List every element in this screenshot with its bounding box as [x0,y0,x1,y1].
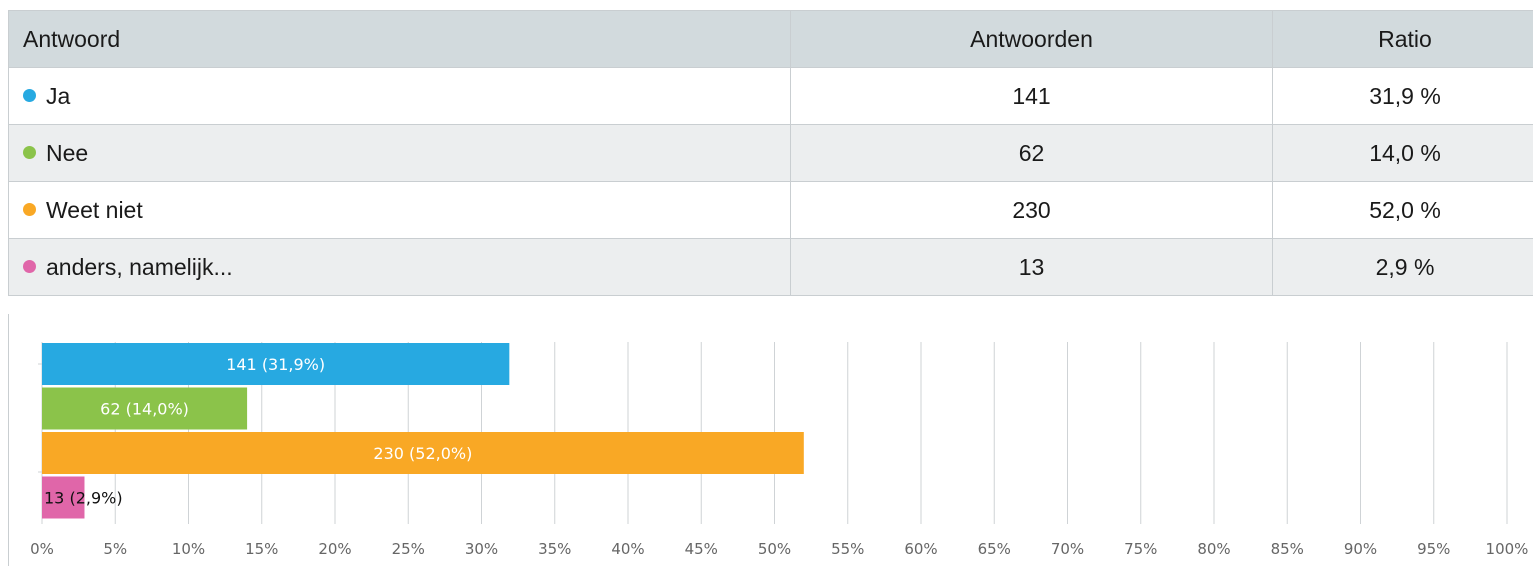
x-tick-label: 30% [465,540,498,558]
x-tick-label: 40% [611,540,644,558]
bar-1 [42,343,510,385]
header-answer: Antwoord [8,10,791,68]
x-tick-label: 25% [392,540,425,558]
x-tick-label: 90% [1344,540,1377,558]
bar-data-label: 141 (31,9%) [226,355,325,374]
x-tick-label: 10% [172,540,205,558]
answer-cell: Nee [8,124,791,182]
count-cell: 230 [790,181,1273,239]
answer-label: Nee [46,139,89,166]
answer-cell: Ja [8,67,791,125]
x-tick-label: 50% [758,540,791,558]
answer-label: Ja [46,82,71,109]
answer-label: Weet niet [46,196,143,223]
ratio-cell: 52,0 % [1272,181,1533,239]
results-table: Antwoord Antwoorden Ratio Ja 141 31,9 % … [8,10,1533,296]
bar-data-label: 62 (14,0%) [100,400,189,419]
bar-chart-area: 0% 5% 10% 15% 20% 25% 30% 35% 40% 45% 50% 55% 60% 65%… [8,314,1533,566]
x-tick-label: 5% [103,540,127,558]
count-cell: 62 [790,124,1273,182]
x-tick-label: 35% [538,540,571,558]
bar-data-label: 13 (2,9%) [44,489,123,508]
x-tick-label: 45% [685,540,718,558]
x-tick-label: 100% [1486,540,1529,558]
x-tick-label: 75% [1124,540,1157,558]
bar-4 [42,476,85,519]
count-cell: 141 [790,67,1273,125]
x-tick-label: 85% [1271,540,1304,558]
ratio-cell: 14,0 % [1272,124,1533,182]
answer-cell: anders, namelijk... [8,238,791,296]
x-tick-label: 60% [904,540,937,558]
x-tick-label: 20% [318,540,351,558]
x-tick-label: 15% [245,540,278,558]
bar-chart: 0% 5% 10% 15% 20% 25% 30% 35% 40% 45% 50% 55% 60% 65%… [30,342,1529,558]
ratio-cell: 31,9 % [1272,67,1533,125]
header-ratio: Ratio [1272,10,1533,68]
x-tick-label: 0% [30,540,54,558]
x-tick-label: 55% [831,540,864,558]
legend-dot-icon [23,259,36,273]
x-tick-label: 65% [978,540,1011,558]
table-row: Ja 141 31,9 % [8,67,1533,125]
legend-dot-icon [23,145,36,159]
answer-cell: Weet niet [8,181,791,239]
table-row: anders, namelijk... 13 2,9 % [8,238,1533,296]
legend-dot-icon [23,88,36,102]
answer-label: anders, namelijk... [46,253,233,280]
bar-data-label: 230 (52,0%) [373,444,472,463]
x-tick-label: 80% [1197,540,1230,558]
ratio-cell: 2,9 % [1272,238,1533,296]
x-tick-label: 70% [1051,540,1084,558]
table-header-row: Antwoord Antwoorden Ratio [8,10,1533,68]
x-tick-label: 95% [1417,540,1450,558]
legend-dot-icon [23,202,36,216]
bar-2 [42,387,248,430]
table-row: Nee 62 14,0 % [8,124,1533,182]
table-row: Weet niet 230 52,0 % [8,181,1533,239]
header-count: Antwoorden [790,10,1273,68]
bar-3 [42,432,804,474]
count-cell: 13 [790,238,1273,296]
